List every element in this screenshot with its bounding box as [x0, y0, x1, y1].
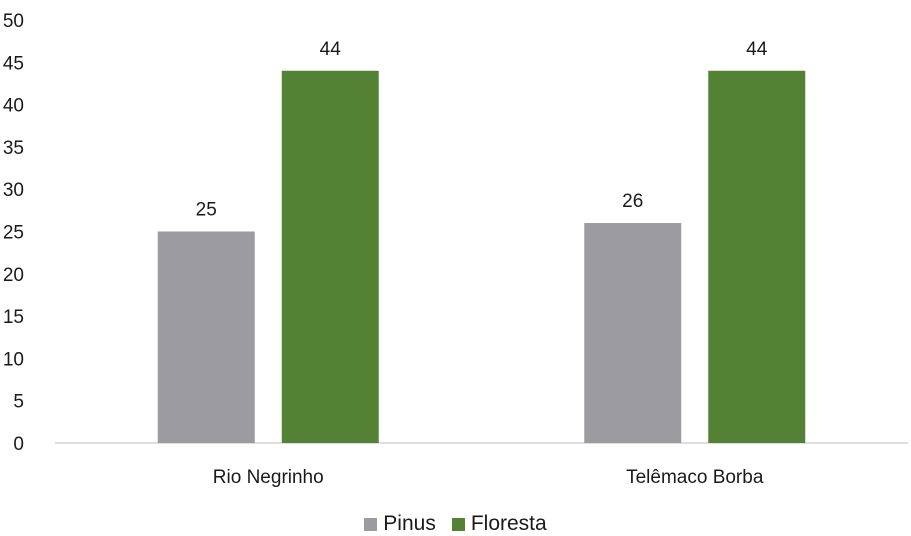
y-tick-label: 50	[3, 11, 24, 32]
bar-pinus-0	[157, 231, 255, 443]
x-tick-label: Rio Negrinho	[213, 467, 324, 488]
y-tick-label: 35	[3, 138, 24, 159]
bar-pinus-1	[584, 223, 682, 443]
x-tick-label: Telêmaco Borba	[626, 467, 764, 488]
y-tick-label: 0	[13, 434, 24, 455]
legend-label-pinus: Pinus	[383, 512, 436, 535]
legend-swatch-floresta	[451, 517, 465, 531]
y-tick-label: 45	[3, 53, 24, 74]
x-axis: Rio Negrinho Telêmaco Borba	[213, 467, 764, 488]
y-tick-label: 15	[3, 307, 24, 328]
y-axis: 0 5 10 15 20 25 30 35 40 45 50	[3, 11, 24, 455]
legend-item-floresta: Floresta	[451, 512, 547, 536]
bar-floresta-1	[708, 70, 806, 443]
y-tick-label: 30	[3, 180, 24, 201]
data-label: 25	[196, 200, 217, 221]
legend-swatch-pinus	[364, 517, 378, 531]
y-tick-label: 5	[13, 392, 24, 413]
y-tick-label: 20	[3, 265, 24, 286]
data-label: 44	[746, 39, 768, 60]
bars: 25 44 26 44	[157, 39, 806, 443]
legend-label-floresta: Floresta	[470, 512, 547, 535]
legend: Pinus Floresta	[0, 512, 911, 536]
data-label: 44	[320, 39, 342, 60]
y-tick-label: 25	[3, 223, 24, 244]
y-tick-label: 10	[3, 349, 24, 370]
y-tick-label: 40	[3, 96, 24, 117]
bar-floresta-0	[281, 70, 379, 443]
data-label: 26	[622, 191, 643, 212]
legend-item-pinus: Pinus	[364, 512, 436, 536]
